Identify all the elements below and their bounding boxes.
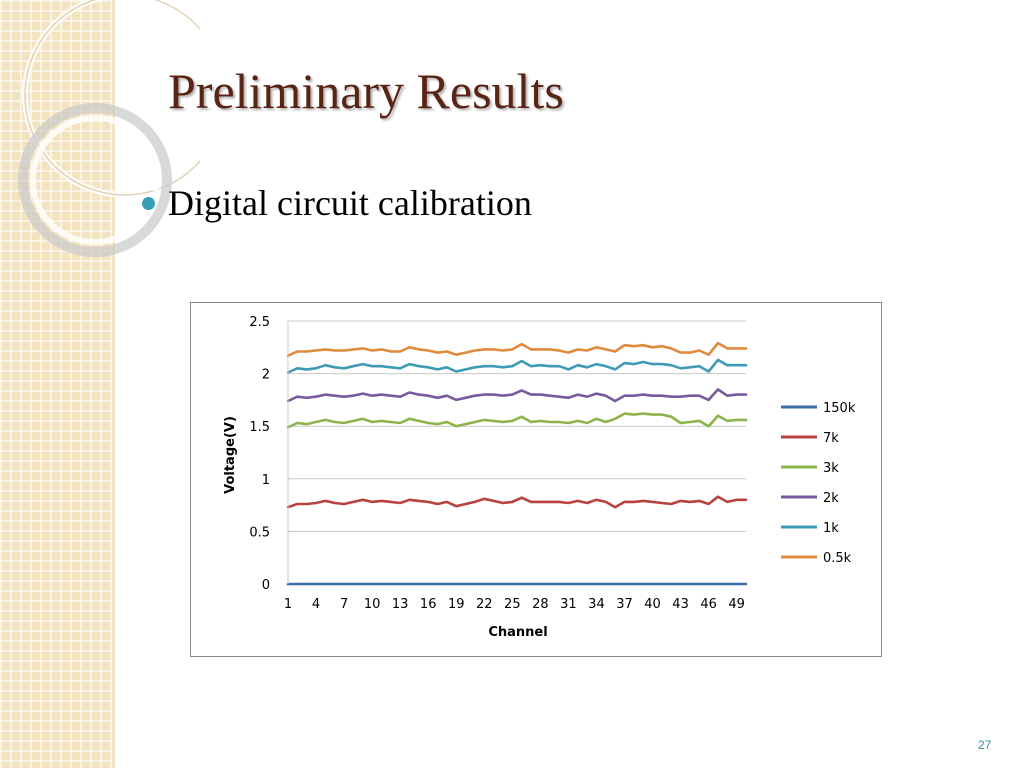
gridlines (288, 320, 746, 585)
x-tick-label: 28 (532, 597, 549, 612)
x-tick-label: 43 (672, 597, 689, 612)
y-tick-label: 2.5 (249, 315, 270, 330)
series-line-7k (286, 495, 748, 509)
x-tick-label: 37 (616, 597, 633, 612)
x-tick-label: 31 (560, 597, 577, 612)
x-tick-label: 46 (700, 597, 717, 612)
series-lines (286, 341, 748, 586)
series-line-2k (286, 388, 748, 403)
series-line-1k (286, 358, 748, 374)
x-tick-label: 19 (448, 597, 465, 612)
x-tick-label: 4 (312, 597, 320, 612)
y-tick-label: 0 (262, 578, 270, 593)
y-tick-label: 2 (262, 368, 270, 383)
series-line-0.5k (286, 341, 748, 358)
y-tick-label: 1 (262, 473, 270, 488)
legend: 150k 7k 3k 2k 1k 0.5k (781, 401, 856, 566)
bullet-dot-icon (142, 197, 155, 210)
page-number: 27 (978, 738, 992, 752)
y-tick-label: 0.5 (249, 525, 270, 540)
axes: 0 0.5 1 1.5 2 2.5 1 4 7 10 13 16 19 22 25 28 31 34 37 40 43 4… (249, 315, 745, 612)
legend-label: 150k (823, 401, 856, 416)
x-tick-label: 13 (392, 597, 409, 612)
x-tick-label: 25 (504, 597, 521, 612)
bullet-text: Digital circuit calibration (168, 183, 532, 223)
x-tick-label: 16 (420, 597, 437, 612)
legend-label: 2k (823, 491, 839, 506)
x-tick-label: 10 (364, 597, 381, 612)
x-tick-label: 7 (340, 597, 348, 612)
series-line-3k (286, 412, 748, 429)
legend-label: 0.5k (823, 551, 852, 566)
x-tick-label: 49 (728, 597, 745, 612)
decorative-circles (18, 0, 200, 257)
y-axis-label: Voltage(V) (223, 416, 238, 494)
x-tick-label: 34 (588, 597, 605, 612)
x-tick-label: 1 (284, 597, 292, 612)
legend-label: 7k (823, 431, 839, 446)
x-tick-label: 22 (476, 597, 493, 612)
y-tick-label: 1.5 (249, 420, 270, 435)
slide-title: Preliminary Results (168, 63, 564, 119)
chart-frame: 0 0.5 1 1.5 2 2.5 1 4 7 10 13 16 19 22 25 28 31 34 37 40 43 4… (190, 302, 882, 657)
x-tick-label: 40 (644, 597, 661, 612)
legend-label: 1k (823, 521, 839, 536)
line-chart: 0 0.5 1 1.5 2 2.5 1 4 7 10 13 16 19 22 25 28 31 34 37 40 43 4… (223, 315, 856, 640)
x-axis-label: Channel (488, 625, 547, 640)
legend-label: 3k (823, 461, 839, 476)
